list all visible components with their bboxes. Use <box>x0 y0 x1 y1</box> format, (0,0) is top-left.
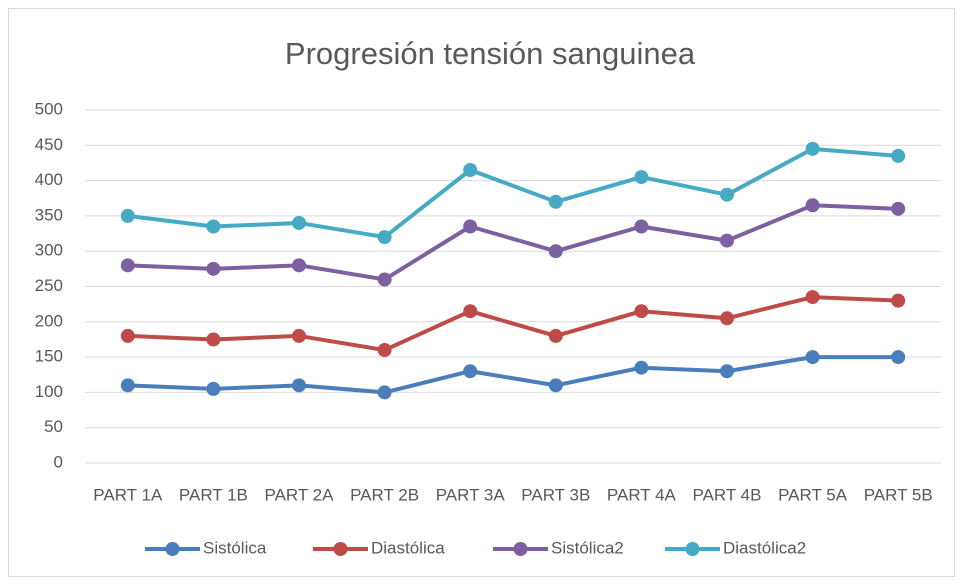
point <box>891 293 906 308</box>
point <box>206 261 221 276</box>
point <box>891 201 906 216</box>
y-tick-label: 150 <box>35 347 63 366</box>
chart-title: Progresión tensión sanguinea <box>285 36 696 71</box>
y-tick-label: 0 <box>54 452 63 471</box>
y-tick-label: 500 <box>35 99 63 118</box>
y-tick-label: 400 <box>35 170 63 189</box>
x-tick-label: PART 3A <box>436 485 506 504</box>
chart-border <box>8 8 955 577</box>
point <box>720 364 734 379</box>
point <box>292 258 306 273</box>
point <box>206 381 221 396</box>
point <box>206 219 221 234</box>
point <box>463 163 478 178</box>
point <box>548 378 563 393</box>
x-tick-label: PART 5A <box>778 485 848 504</box>
legend-marker <box>685 542 700 556</box>
point <box>805 350 820 365</box>
point <box>377 343 392 358</box>
y-tick-label: 50 <box>44 417 63 436</box>
point <box>377 385 392 400</box>
legend-label: Sistólica2 <box>551 538 624 557</box>
point <box>720 187 734 202</box>
point <box>634 170 649 185</box>
point <box>805 141 820 156</box>
point <box>120 258 135 273</box>
point <box>120 208 135 223</box>
series-line <box>127 295 899 353</box>
series-line <box>127 203 899 282</box>
point <box>634 219 649 234</box>
x-tick-label: PART 4B <box>693 485 762 504</box>
x-tick-label: PART 5B <box>864 485 933 504</box>
x-tick-label: PART 2B <box>350 485 419 504</box>
point <box>292 328 306 343</box>
y-tick-label: 250 <box>35 276 63 295</box>
point <box>377 230 392 245</box>
x-tick-label: PART 4A <box>607 485 677 504</box>
point <box>720 311 734 326</box>
x-tick-label: PART 1A <box>93 485 163 504</box>
legend-label: Diastólica <box>371 538 445 557</box>
point <box>805 290 820 305</box>
y-tick-label: 300 <box>35 241 63 260</box>
legend-marker <box>333 542 348 556</box>
point <box>292 378 306 393</box>
point <box>463 304 478 319</box>
point <box>891 350 906 365</box>
point <box>463 219 478 234</box>
point <box>377 272 392 287</box>
point <box>548 194 563 209</box>
x-tick-label: PART 2A <box>265 485 335 504</box>
point <box>634 360 649 375</box>
point <box>891 148 906 163</box>
point <box>805 198 820 213</box>
point <box>463 364 478 379</box>
point <box>720 233 734 248</box>
legend-label: Diastólica2 <box>723 538 806 557</box>
series-line <box>127 355 899 395</box>
point <box>548 328 563 343</box>
series-line <box>127 146 899 240</box>
x-tick-label: PART 1B <box>179 485 248 504</box>
point <box>206 332 221 347</box>
y-tick-label: 100 <box>35 382 63 401</box>
point <box>120 328 135 343</box>
legend-marker <box>165 542 180 556</box>
point <box>120 378 135 393</box>
y-tick-label: 450 <box>35 135 63 154</box>
legend-label: Sistólica <box>203 538 267 557</box>
y-tick-label: 200 <box>35 311 63 330</box>
y-tick-label: 350 <box>35 205 63 224</box>
point <box>292 215 306 230</box>
x-tick-label: PART 3B <box>521 485 590 504</box>
point <box>634 304 649 319</box>
point <box>548 244 563 259</box>
legend-marker <box>513 542 528 556</box>
